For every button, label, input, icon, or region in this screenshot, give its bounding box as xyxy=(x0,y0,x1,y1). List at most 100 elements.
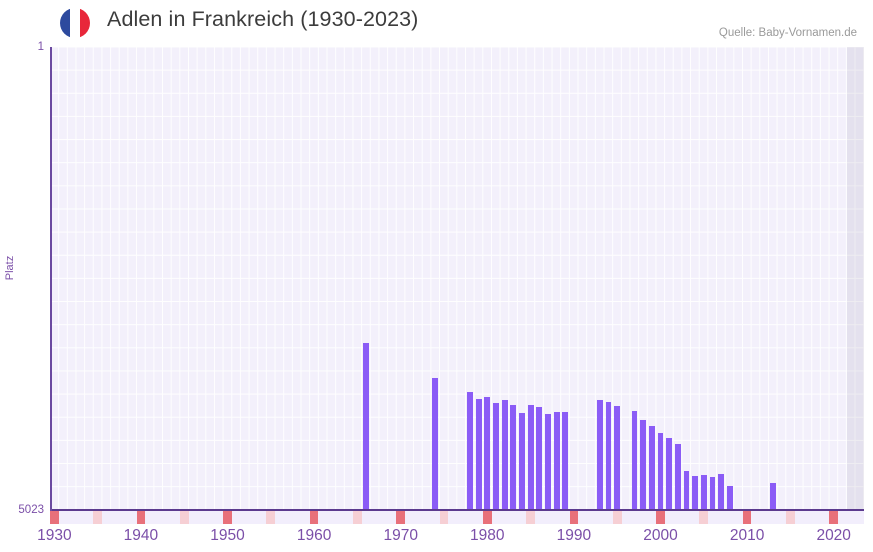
half-decade-marker-1975 xyxy=(439,511,449,524)
marker-cell-2013 xyxy=(768,511,778,524)
marker-cell-1937 xyxy=(110,511,120,524)
x-axis-tick-2010: 2010 xyxy=(729,527,765,544)
bar-2006[interactable] xyxy=(709,477,716,510)
bar-1997[interactable] xyxy=(631,410,638,510)
bar-1986[interactable] xyxy=(536,406,543,510)
x-axis-tick-1960: 1960 xyxy=(296,527,332,544)
x-axis-tick-1950: 1950 xyxy=(210,527,245,544)
marker-cell-1988 xyxy=(552,511,562,524)
bar-1982[interactable] xyxy=(501,400,508,510)
bar-2001[interactable] xyxy=(666,438,673,510)
marker-cell-1944 xyxy=(171,511,181,524)
bar-2000[interactable] xyxy=(657,432,664,510)
decade-marker-1970 xyxy=(396,511,406,524)
decade-marker-1980 xyxy=(482,511,492,524)
marker-cell-1973 xyxy=(422,511,432,524)
marker-cell-2016 xyxy=(794,511,804,524)
decade-marker-strip xyxy=(50,511,864,524)
bar-1999[interactable] xyxy=(648,425,655,510)
bar-1979[interactable] xyxy=(475,398,482,510)
marker-cell-1979 xyxy=(474,511,484,524)
marker-cell-1957 xyxy=(283,511,293,524)
marker-cell-1968 xyxy=(379,511,389,524)
marker-cell-2007 xyxy=(716,511,726,524)
bar-2007[interactable] xyxy=(718,474,725,510)
marker-cell-1949 xyxy=(214,511,224,524)
marker-cell-1989 xyxy=(560,511,570,524)
marker-cell-1987 xyxy=(543,511,553,524)
marker-cell-1971 xyxy=(405,511,415,524)
bar-1993[interactable] xyxy=(596,399,603,510)
marker-cell-1943 xyxy=(162,511,172,524)
marker-cell-2018 xyxy=(812,511,822,524)
marker-cell-1994 xyxy=(604,511,614,524)
marker-cell-1954 xyxy=(257,511,267,524)
marker-cell-1993 xyxy=(595,511,605,524)
bar-2004[interactable] xyxy=(692,475,699,510)
marker-cell-1992 xyxy=(586,511,596,524)
marker-cell-2004 xyxy=(690,511,700,524)
decade-marker-1990 xyxy=(569,511,579,524)
bar-1983[interactable] xyxy=(510,405,517,510)
bar-1998[interactable] xyxy=(640,420,647,510)
marker-cell-2009 xyxy=(734,511,744,524)
y-axis-line xyxy=(50,47,52,511)
bar-1984[interactable] xyxy=(519,412,525,510)
marker-cell-1958 xyxy=(292,511,302,524)
decade-marker-2020 xyxy=(829,511,839,524)
marker-cell-1982 xyxy=(500,511,510,524)
marker-cell-1999 xyxy=(647,511,657,524)
bar-1995[interactable] xyxy=(614,406,621,510)
decade-marker-1940 xyxy=(136,511,146,524)
bar-1980[interactable] xyxy=(484,396,491,510)
bar-1974[interactable] xyxy=(432,377,439,510)
bar-1987[interactable] xyxy=(544,414,551,510)
half-decade-marker-1965 xyxy=(353,511,363,524)
marker-cell-1984 xyxy=(517,511,527,524)
marker-cell-2021 xyxy=(838,511,848,524)
bar-2002[interactable] xyxy=(674,444,681,510)
y-axis-label: Platz xyxy=(4,255,16,281)
x-axis-tick-1970: 1970 xyxy=(383,527,418,544)
decade-marker-2010 xyxy=(742,511,752,524)
x-axis-tick-1940: 1940 xyxy=(123,527,159,544)
marker-cell-2023 xyxy=(855,511,864,524)
x-axis-tick-1990: 1990 xyxy=(556,527,592,544)
marker-cell-1976 xyxy=(448,511,458,524)
bar-1978[interactable] xyxy=(467,392,473,510)
bar-1981[interactable] xyxy=(493,403,499,510)
marker-cell-1946 xyxy=(188,511,198,524)
plot-area xyxy=(50,47,864,510)
marker-cell-2006 xyxy=(708,511,718,524)
marker-cell-1932 xyxy=(67,511,77,524)
bar-2005[interactable] xyxy=(700,474,707,510)
bar-1994[interactable] xyxy=(605,402,612,510)
marker-cell-1966 xyxy=(361,511,371,524)
decade-marker-1930 xyxy=(50,511,59,524)
marker-cell-1974 xyxy=(431,511,441,524)
chart-source-credit: Quelle: Baby-Vornamen.de xyxy=(718,27,857,39)
marker-cell-1964 xyxy=(344,511,354,524)
x-axis-tick-1930: 1930 xyxy=(37,527,72,544)
half-decade-marker-1995 xyxy=(612,511,622,524)
marker-cell-1938 xyxy=(119,511,129,524)
marker-cell-1934 xyxy=(84,511,94,524)
decade-marker-2000 xyxy=(656,511,666,524)
marker-cell-1972 xyxy=(413,511,423,524)
marker-cell-2014 xyxy=(777,511,787,524)
bar-1985[interactable] xyxy=(527,405,534,510)
marker-cell-1941 xyxy=(145,511,155,524)
bar-1989[interactable] xyxy=(562,412,569,510)
marker-cell-1996 xyxy=(621,511,631,524)
bar-2008[interactable] xyxy=(726,485,733,510)
half-decade-marker-1955 xyxy=(266,511,276,524)
bar-1988[interactable] xyxy=(553,412,560,510)
marker-cell-2019 xyxy=(820,511,830,524)
half-decade-marker-1935 xyxy=(93,511,103,524)
bar-2003[interactable] xyxy=(683,471,690,510)
bar-2013[interactable] xyxy=(770,483,776,510)
future-shaded-band xyxy=(846,47,864,510)
marker-cell-1948 xyxy=(205,511,215,524)
bar-1966[interactable] xyxy=(363,342,369,510)
